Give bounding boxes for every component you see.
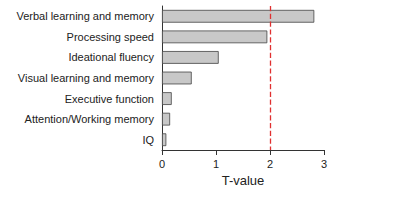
svg-text:0: 0 bbox=[159, 158, 165, 170]
svg-text:2: 2 bbox=[267, 158, 273, 170]
svg-text:Ideational fluency: Ideational fluency bbox=[68, 51, 154, 63]
svg-text:T-value: T-value bbox=[222, 173, 265, 188]
svg-text:Verbal learning and memory: Verbal learning and memory bbox=[16, 10, 154, 22]
svg-text:Processing speed: Processing speed bbox=[67, 31, 154, 43]
svg-text:1: 1 bbox=[213, 158, 219, 170]
svg-text:IQ: IQ bbox=[142, 134, 154, 146]
svg-text:Visual learning and memory: Visual learning and memory bbox=[18, 72, 155, 84]
svg-text:Attention/Working memory: Attention/Working memory bbox=[25, 113, 155, 125]
svg-text:Executive function: Executive function bbox=[65, 93, 154, 105]
svg-text:3: 3 bbox=[321, 158, 327, 170]
